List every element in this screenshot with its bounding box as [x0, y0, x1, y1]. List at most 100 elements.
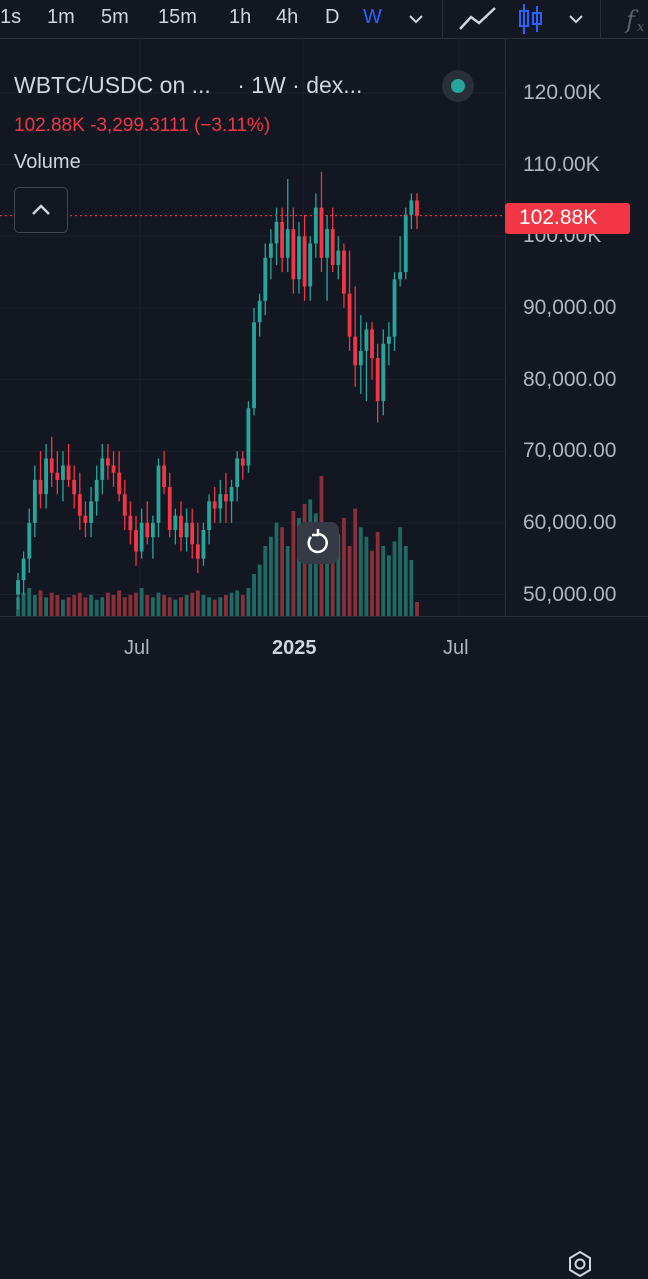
candle-body: [106, 458, 110, 466]
volume-bar: [274, 522, 279, 616]
volume-bar: [145, 595, 150, 616]
candle-body: [336, 250, 341, 265]
volume-bar: [150, 597, 155, 616]
volume-bar: [257, 564, 262, 616]
volume-bar: [106, 592, 110, 616]
volume-bar: [353, 508, 358, 616]
candle-body: [392, 279, 397, 337]
chart-pane[interactable]: [0, 38, 505, 616]
collapse-legend-button[interactable]: [14, 187, 68, 233]
candle-body: [386, 336, 391, 344]
candle-body: [409, 200, 414, 215]
candle-body: [100, 458, 105, 480]
volume-bar: [403, 546, 408, 616]
price-tick: 110.00K: [523, 152, 600, 176]
candle-body: [375, 358, 380, 402]
time-axis[interactable]: Jul 2025 Jul: [0, 616, 648, 1278]
price-axis[interactable]: 120.00K 110.00K 100.00K 90,000.00 80,000…: [505, 38, 648, 616]
volume-bar: [117, 590, 122, 616]
volume-bar: [139, 588, 144, 616]
ohlc-values: 102.88K -3,299.3111 (−3.11%): [14, 115, 271, 136]
volume-legend[interactable]: Volume: [14, 151, 81, 173]
candle-body: [111, 465, 116, 473]
candle-body: [224, 494, 228, 502]
candle-body: [246, 408, 251, 466]
candle-body: [347, 293, 352, 337]
chart-toolbar: 1s 1m 5m 15m 1h 4h D W f x: [0, 0, 648, 39]
volume-bar: [173, 599, 178, 616]
volume-bar: [27, 588, 32, 616]
chart-settings-gear-icon[interactable]: [565, 1249, 595, 1279]
candle-body: [285, 229, 290, 258]
interval-exchange: · 1W · dex...: [237, 72, 363, 98]
volume-bar: [280, 527, 285, 616]
candle-body: [291, 229, 296, 280]
candle-body: [235, 458, 240, 488]
timeframe-1m[interactable]: 1m: [47, 6, 75, 28]
candle-body: [201, 530, 206, 559]
candle-body: [268, 243, 273, 258]
price-tick: 90,000.00: [523, 295, 617, 319]
candle-body: [415, 200, 419, 216]
volume-bar: [128, 595, 133, 616]
candle-body: [55, 472, 60, 480]
volume-bar: [263, 546, 268, 616]
volume-bar: [224, 595, 228, 616]
timeframe-4h[interactable]: 4h: [276, 6, 299, 28]
candle-body: [342, 250, 346, 294]
volume-bar: [61, 599, 65, 616]
line-chart-icon[interactable]: [457, 4, 499, 34]
candle-body: [150, 522, 155, 538]
candle-body: [207, 501, 211, 531]
candlestick-chart-icon[interactable]: [516, 2, 546, 36]
candle-body: [364, 329, 369, 351]
price-tick: 120.00K: [523, 81, 602, 105]
volume-bar: [235, 590, 240, 616]
volume-bar: [313, 513, 318, 616]
candle-body: [325, 229, 329, 258]
candle-body: [257, 300, 262, 323]
timeframe-1h[interactable]: 1h: [229, 6, 252, 28]
timeframe-1s[interactable]: 1s: [0, 6, 22, 28]
time-tick: Jul: [443, 637, 469, 659]
volume-bar: [330, 522, 335, 616]
price-chart[interactable]: [0, 38, 505, 616]
symbol-name[interactable]: WBTC/USDC on ...: [14, 72, 211, 98]
svg-text:x: x: [637, 20, 645, 35]
candle-body: [240, 458, 245, 466]
candle-body: [139, 522, 144, 552]
volume-bar: [370, 550, 374, 616]
indicators-icon[interactable]: f x: [620, 3, 648, 35]
candle-body: [21, 558, 26, 581]
volume-bar: [167, 597, 172, 616]
volume-bar: [21, 592, 26, 616]
timeframe-5m[interactable]: 5m: [101, 6, 129, 28]
volume-bar: [162, 595, 167, 616]
candle-body: [353, 336, 358, 366]
volume-bar: [100, 597, 105, 616]
candle-body: [308, 243, 313, 287]
volume-bar: [358, 527, 363, 616]
chart-type-dropdown-chevron-icon[interactable]: [565, 10, 587, 28]
volume-bar: [55, 595, 60, 616]
reset-chart-button[interactable]: [297, 522, 339, 564]
volume-bar: [375, 532, 380, 616]
candle-body: [370, 329, 374, 359]
market-status-icon[interactable]: [442, 70, 474, 102]
volume-bar: [342, 518, 346, 616]
candle-body: [162, 465, 167, 488]
candle-body: [77, 494, 82, 516]
candle-body: [319, 207, 324, 258]
volume-bar: [392, 541, 397, 616]
candle-body: [403, 214, 408, 273]
price-tick: 70,000.00: [523, 439, 617, 463]
toolbar-divider: [600, 0, 601, 38]
symbol-legend[interactable]: WBTC/USDC on ... · 1W · dex...: [14, 72, 362, 99]
candle-body: [173, 515, 178, 531]
timeframe-15m[interactable]: 15m: [158, 6, 197, 28]
timeframe-w[interactable]: W: [363, 6, 382, 28]
timeframe-dropdown-chevron-icon[interactable]: [405, 10, 427, 28]
candle-body: [190, 522, 195, 545]
timeframe-d[interactable]: D: [325, 6, 340, 28]
volume-bar: [252, 574, 256, 616]
